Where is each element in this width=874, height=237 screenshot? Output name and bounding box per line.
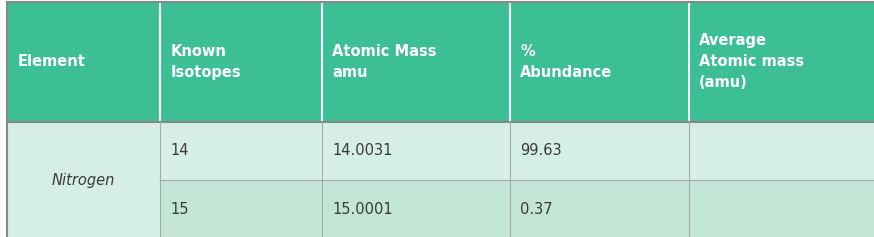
Text: Atomic Mass
amu: Atomic Mass amu	[332, 44, 437, 80]
Text: 15.0001: 15.0001	[332, 202, 392, 217]
Text: %
Abundance: % Abundance	[520, 44, 613, 80]
Text: 99.63: 99.63	[520, 143, 562, 158]
Bar	[689, 122, 874, 180]
Bar	[689, 2, 874, 122]
Bar	[7, 2, 160, 122]
Text: Known
Isotopes: Known Isotopes	[170, 44, 241, 80]
Bar	[322, 180, 510, 237]
Bar	[322, 2, 510, 122]
Bar	[7, 122, 160, 237]
Text: Average
Atomic mass
(amu): Average Atomic mass (amu)	[699, 33, 804, 90]
Bar	[510, 122, 689, 180]
Bar	[160, 122, 322, 180]
Bar	[322, 122, 510, 180]
Bar	[510, 180, 689, 237]
Bar	[689, 180, 874, 237]
Bar	[510, 2, 689, 122]
Text: Nitrogen: Nitrogen	[52, 173, 115, 188]
Text: 14: 14	[170, 143, 189, 158]
Text: Element: Element	[17, 54, 86, 69]
Bar	[160, 2, 322, 122]
Text: 14.0031: 14.0031	[332, 143, 392, 158]
Text: 15: 15	[170, 202, 189, 217]
Text: 0.37: 0.37	[520, 202, 552, 217]
Bar	[160, 180, 322, 237]
